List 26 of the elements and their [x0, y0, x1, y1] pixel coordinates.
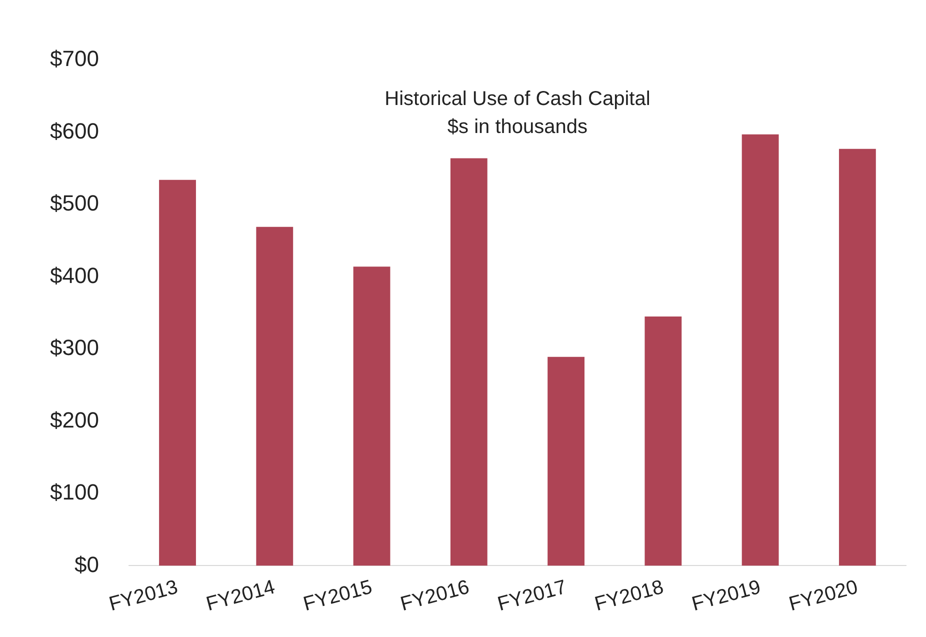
bar — [353, 266, 390, 566]
y-tick-label: $200 — [50, 407, 99, 432]
y-tick-label: $300 — [50, 335, 99, 360]
x-tick-label: FY2016 — [398, 576, 472, 616]
x-tick-label: FY2018 — [592, 576, 666, 616]
text: $s in thousands — [447, 116, 588, 138]
y-tick-label: $500 — [50, 190, 99, 216]
x-tick-label: FY2017 — [495, 576, 569, 616]
y-tick-label: $0 — [74, 552, 99, 577]
bar — [159, 180, 196, 566]
bar — [450, 158, 488, 566]
y-tick-label: $700 — [50, 46, 99, 72]
bar — [644, 316, 682, 566]
bar — [548, 356, 584, 566]
bar — [742, 134, 779, 566]
x-tick-label: FY2013 — [106, 576, 180, 616]
x-tick-label: FY2020 — [786, 576, 860, 616]
y-tick-label: $100 — [50, 480, 99, 505]
bar — [838, 148, 876, 566]
y-tick-label: $400 — [50, 262, 99, 288]
x-tick-label: FY2014 — [204, 576, 278, 616]
x-tick-label: FY2015 — [301, 576, 374, 616]
text: Historical Use of Cash Capital — [384, 88, 650, 110]
y-tick-label: $600 — [50, 118, 99, 144]
x-tick-label: FY2019 — [690, 576, 764, 616]
bar — [256, 226, 294, 566]
